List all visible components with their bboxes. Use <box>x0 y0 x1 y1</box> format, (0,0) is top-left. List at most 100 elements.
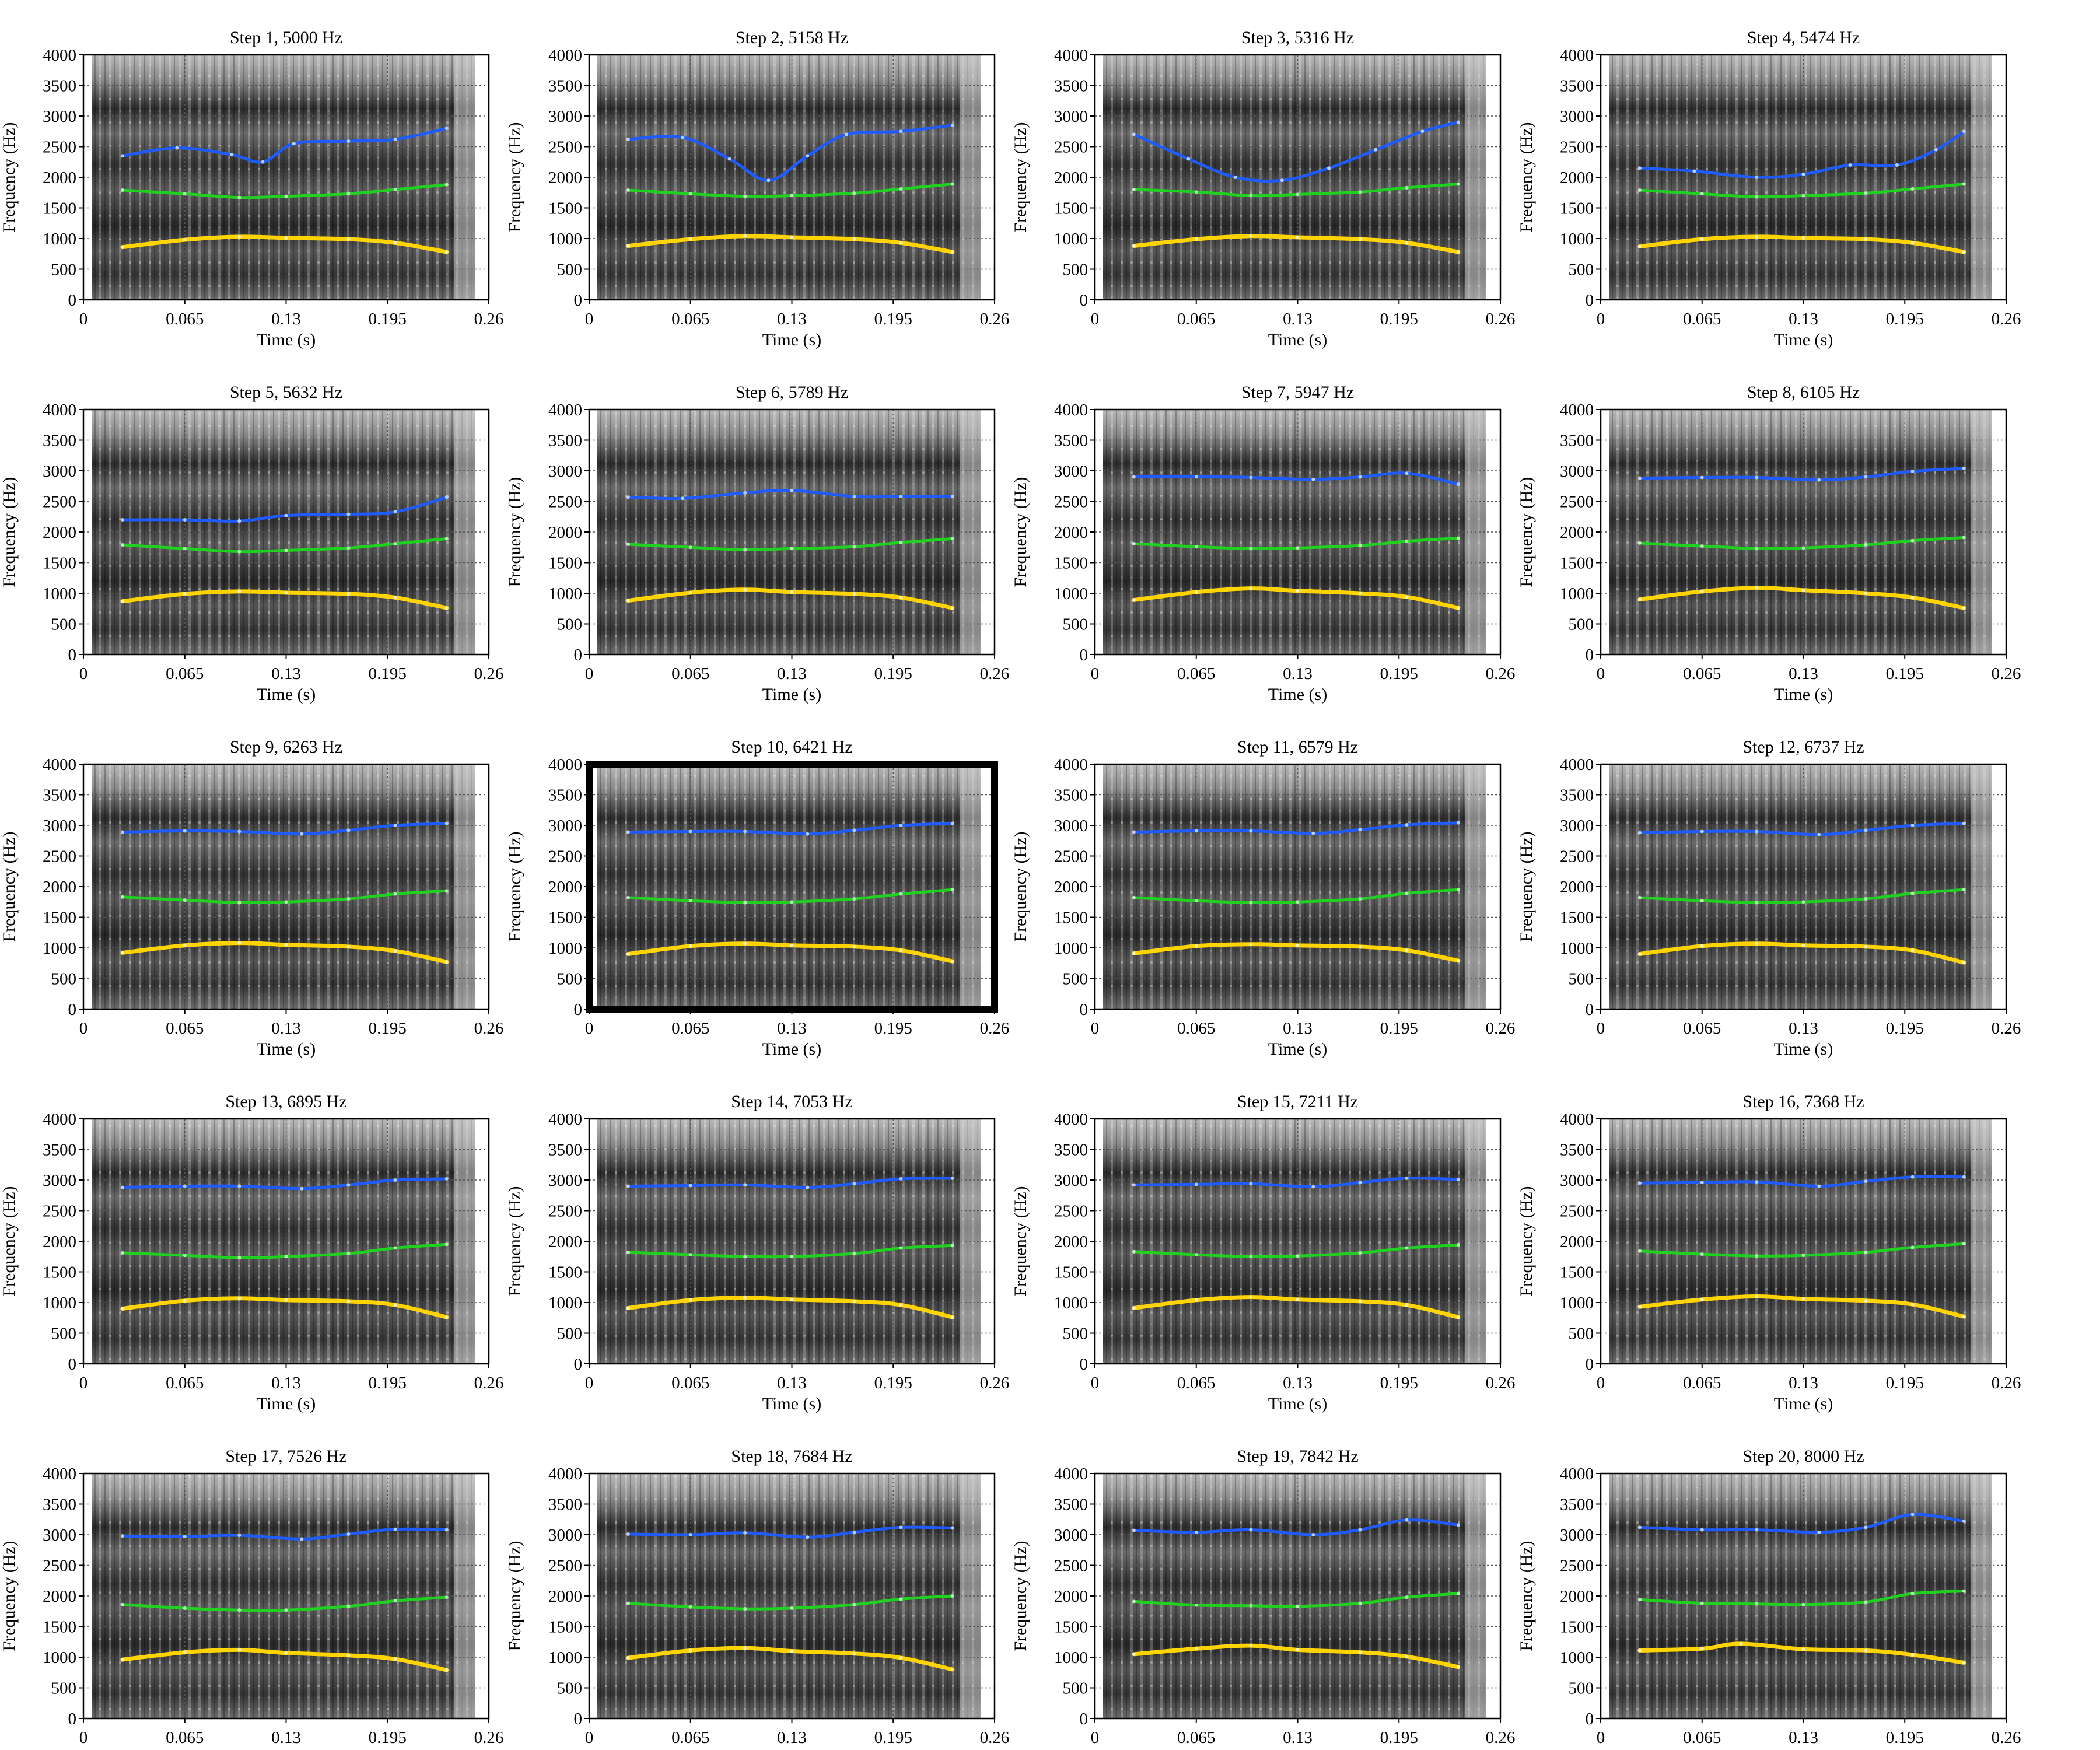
f3-track-point <box>1195 1531 1198 1534</box>
f2-track-point <box>1700 544 1704 548</box>
y-axis-label: Frequency (Hz) <box>1011 1186 1030 1296</box>
x-tick-label: 0.195 <box>1886 1728 1924 1747</box>
x-tick-label: 0.195 <box>1380 664 1418 683</box>
x-tick-label: 0.26 <box>980 1728 1010 1747</box>
f1-track-point <box>1405 1303 1409 1307</box>
f3-track-point <box>346 139 350 143</box>
panel-step-1: 0 0.065 0.13 0.195 0.26 0 500 1000 1500 2000 2500 3… <box>0 28 503 349</box>
f2-track-point <box>1755 195 1758 199</box>
y-tick-label: 1500 <box>548 1618 582 1637</box>
y-tick-label: 2000 <box>43 169 76 187</box>
y-axis-label: Frequency (Hz) <box>505 831 524 942</box>
x-tick-label: 0.26 <box>980 664 1010 683</box>
y-tick-label: 500 <box>51 261 77 279</box>
f3-track-point <box>626 138 630 141</box>
y-tick-label: 0 <box>1586 1710 1594 1728</box>
f1-track-point <box>1296 236 1300 239</box>
f1-track-point <box>626 1306 630 1310</box>
y-tick-label: 0 <box>1586 1000 1594 1019</box>
x-tick-label: 0.13 <box>271 664 301 683</box>
f2-track-point <box>121 543 124 547</box>
y-tick-label: 2500 <box>548 138 582 157</box>
y-axis-label: Frequency (Hz) <box>1011 477 1030 587</box>
y-tick-label: 0 <box>574 291 583 310</box>
f2-track-point <box>626 896 630 900</box>
x-tick-label: 0.065 <box>1177 310 1215 328</box>
f1-track-point <box>445 250 449 254</box>
f2-track-point <box>1405 186 1409 190</box>
f1-track-point <box>346 1654 350 1657</box>
y-tick-label: 3500 <box>1054 77 1088 96</box>
x-tick-label: 0 <box>1091 1728 1100 1747</box>
f1-track-point <box>394 1657 397 1661</box>
f2-track-point <box>1457 183 1460 186</box>
f1-track-point <box>689 1648 692 1652</box>
f2-track-point <box>1802 546 1805 550</box>
f2-track-point <box>743 901 747 904</box>
f1-track-point <box>394 241 397 244</box>
f3-track-point <box>1755 176 1758 179</box>
f2-track-point <box>1358 897 1362 901</box>
f2-track-point <box>1755 547 1758 550</box>
f3-track-point <box>689 1533 692 1536</box>
f3-track-point <box>1457 121 1460 124</box>
f3-track-point <box>1457 1523 1460 1527</box>
y-tick-label: 500 <box>51 615 77 634</box>
x-axis-label: Time (s) <box>1268 330 1327 349</box>
f3-track-point <box>900 495 903 498</box>
f2-track-point <box>445 1595 449 1599</box>
panel-title: Step 1, 5000 Hz <box>230 28 342 47</box>
panel-step-15: 0 0.065 0.13 0.195 0.26050010001500200025003… <box>1011 1092 1515 1413</box>
f1-track-point <box>1249 1644 1252 1647</box>
y-tick-label: 1000 <box>548 1648 582 1667</box>
f2-track-point <box>1132 1600 1136 1603</box>
f2-track-point <box>1195 1604 1198 1607</box>
y-axis-label: Frequency (Hz) <box>0 1186 19 1296</box>
y-tick-label: 2000 <box>1054 878 1088 897</box>
f1-track-point <box>790 590 794 594</box>
f3-track-point <box>121 518 124 522</box>
f1-track-point <box>1132 951 1136 955</box>
y-tick-label: 3500 <box>548 432 582 450</box>
y-tick-label: 1000 <box>43 230 76 249</box>
f1-track-point <box>183 238 187 242</box>
f3-track-point <box>1911 824 1915 827</box>
x-tick-label: 0.13 <box>777 310 807 328</box>
f2-track-point <box>1296 1254 1300 1258</box>
f3-track-point <box>1817 478 1821 482</box>
y-tick-label: 2000 <box>1560 169 1594 187</box>
y-tick-label: 3500 <box>1560 1141 1594 1160</box>
f3-track-point <box>1962 1520 1966 1523</box>
f3-track-point <box>1405 823 1409 827</box>
y-tick-label: 2000 <box>1560 1233 1594 1251</box>
x-axis-label: Time (s) <box>257 330 316 349</box>
f2-track-point <box>852 1252 856 1255</box>
f3-track-point <box>445 1528 449 1532</box>
f3-track-point <box>1911 1175 1915 1179</box>
f3-track-point <box>1358 828 1362 831</box>
x-tick-label: 0.065 <box>1683 1374 1721 1392</box>
y-tick-label: 500 <box>1063 1679 1088 1698</box>
x-tick-label: 0.195 <box>1886 1374 1924 1392</box>
panel-title: Step 17, 7526 Hz <box>225 1447 346 1466</box>
f3-track-point <box>300 832 303 836</box>
f2-track-point <box>1864 543 1867 547</box>
y-tick-label: 4000 <box>548 1465 582 1483</box>
y-tick-label: 0 <box>574 1355 583 1374</box>
x-tick-label: 0 <box>585 1728 594 1747</box>
f1-track-point <box>852 1652 856 1656</box>
y-tick-label: 3000 <box>43 1171 76 1190</box>
y-tick-label: 2500 <box>1560 493 1594 512</box>
panel-step-19: 0 0.065 0.13 0.195 0.26050010001500200025003… <box>1011 1447 1515 1750</box>
f3-track-point <box>445 127 449 130</box>
f1-track-point <box>1638 1648 1642 1652</box>
f3-track-point <box>300 1537 303 1541</box>
y-tick-label: 2500 <box>43 138 76 157</box>
y-tick-label: 4000 <box>548 401 582 419</box>
f1-track-point <box>1249 1296 1252 1299</box>
f2-track-point <box>394 1247 397 1250</box>
x-tick-label: 0.13 <box>1283 1019 1312 1038</box>
x-axis-label: Time (s) <box>762 330 821 349</box>
f1-track-point <box>1457 606 1460 610</box>
f2-track-point <box>394 892 397 896</box>
